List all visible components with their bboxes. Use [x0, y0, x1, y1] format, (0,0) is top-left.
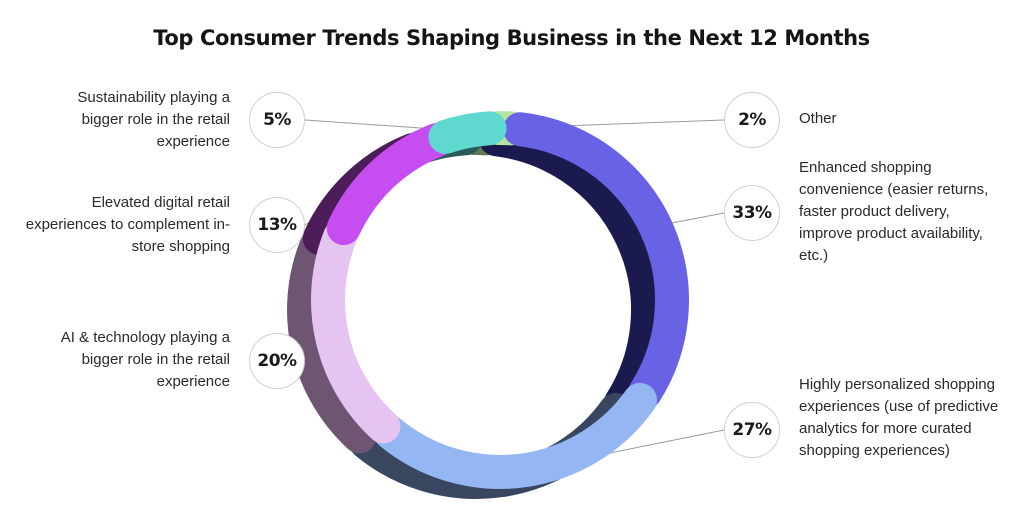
segment-fronts — [311, 111, 690, 489]
chart-title: Top Consumer Trends Shaping Business in … — [153, 26, 870, 50]
segment-digital-retail — [326, 123, 454, 246]
label-other: Other — [799, 110, 837, 127]
label-ai-technology: AI & technology playing a bigger role in… — [60, 329, 230, 390]
label-digital-retail: Elevated digital retail experiences to c… — [25, 194, 230, 255]
label-convenience: Enhanced shopping convenience (easier re… — [799, 159, 989, 264]
value-badge-convenience: 33% — [724, 185, 780, 241]
segment-shadow-convenience — [479, 122, 666, 420]
label-personalized: Highly personalized shopping experiences… — [799, 376, 999, 459]
segment-convenience — [503, 112, 690, 410]
label-sustainability: Sustainability playing a bigger role in … — [77, 89, 230, 150]
value-badge-ai-technology: 20% — [249, 333, 305, 389]
segment-ai-technology — [311, 219, 401, 444]
value-badge-sustainability: 5% — [249, 92, 305, 148]
value-badge-digital-retail: 13% — [249, 197, 305, 253]
segment-personalized — [373, 382, 657, 489]
value-badge-other: 2% — [724, 92, 780, 148]
segment-sustainability — [428, 111, 507, 154]
segment-shadow-ai-technology — [287, 229, 377, 454]
value-badge-personalized: 27% — [724, 402, 780, 458]
